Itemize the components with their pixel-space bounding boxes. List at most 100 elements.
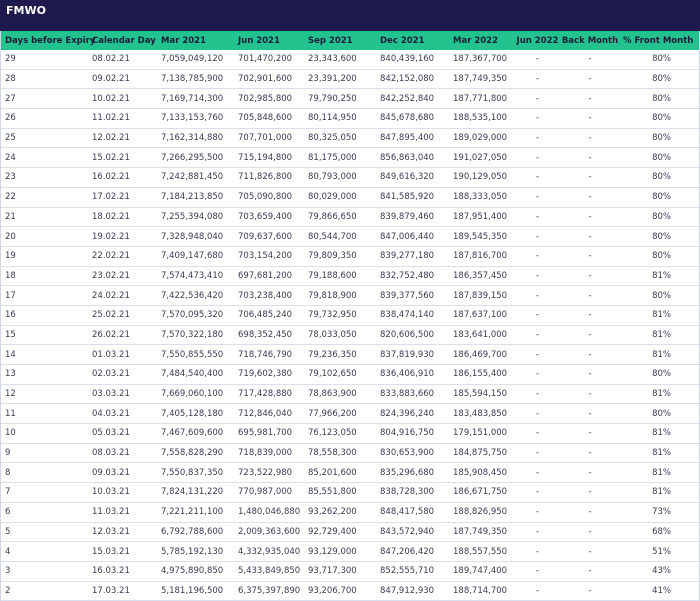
table-cell: 187,637,100 [449, 305, 514, 326]
column-header[interactable]: Jun 2022 [514, 31, 561, 50]
table-cell: - [561, 207, 619, 228]
table-cell: 186,357,450 [449, 266, 514, 287]
table-cell: 12 [1, 384, 88, 405]
table-cell: 12.02.21 [88, 128, 157, 149]
table-cell: 16 [1, 305, 88, 326]
table-cell: - [561, 128, 619, 149]
table-cell: 703,238,400 [234, 285, 304, 306]
table-cell: 11.02.21 [88, 108, 157, 129]
table-cell: 29 [1, 50, 88, 70]
table-cell: - [561, 69, 619, 90]
table-cell: - [561, 541, 619, 562]
table-cell: - [514, 423, 561, 444]
table-cell: 80% [619, 128, 699, 149]
table-cell: 08.02.21 [88, 50, 157, 70]
table-cell: 26.02.21 [88, 325, 157, 346]
table-row: 21 18.02.21 7,255,394,080 703,659,400 79,866… [1, 207, 699, 228]
table-row: 14 01.03.21 7,550,855,550 718,746,790 79,236… [1, 344, 699, 365]
table-cell: 185,594,150 [449, 384, 514, 405]
table-cell: - [561, 305, 619, 326]
table-cell: 847,206,420 [376, 541, 449, 562]
table-cell: 09.02.21 [88, 69, 157, 90]
table-row: 3 16.03.21 4,975,890,850 5,433,849,850 93,71… [1, 561, 699, 582]
column-header[interactable]: Sep 2021 [304, 31, 376, 50]
column-header[interactable]: Dec 2021 [376, 31, 449, 50]
table-row: 15 26.02.21 7,570,322,180 698,352,450 78,033… [1, 325, 699, 346]
table-cell: 7,133,153,760 [157, 108, 234, 129]
table-cell: 7 [1, 482, 88, 503]
table-title: FMWO [0, 0, 700, 31]
table-cell: 04.03.21 [88, 403, 157, 425]
table-cell: 27 [1, 88, 88, 110]
column-header[interactable]: Mar 2022 [449, 31, 514, 50]
table-cell: 718,839,000 [234, 443, 304, 464]
column-header[interactable]: Days before Expiry [1, 31, 95, 50]
table-cell: 81% [619, 462, 699, 484]
table-cell: 701,470,200 [234, 50, 304, 70]
table-cell: 26 [1, 108, 88, 129]
table-cell: 7,138,785,900 [157, 69, 234, 90]
table-cell: 93,129,000 [304, 541, 376, 562]
table-cell: 5 [1, 522, 88, 543]
table-cell: 4 [1, 541, 88, 562]
table-cell: 7,162,314,880 [157, 128, 234, 149]
table-cell: 17.03.21 [88, 581, 157, 601]
table-cell: 93,262,200 [304, 502, 376, 523]
table-cell: 80% [619, 88, 699, 110]
table-cell: 78,863,900 [304, 384, 376, 405]
table-cell: - [561, 403, 619, 425]
column-header[interactable]: % Front Month [619, 31, 699, 50]
table-row: 23 16.02.21 7,242,881,450 711,826,800 80,793… [1, 167, 699, 188]
table-row: 13 02.03.21 7,484,540,400 719,602,380 79,102… [1, 364, 699, 385]
table-row: 25 12.02.21 7,162,314,880 707,701,000 80,325… [1, 128, 699, 149]
table-cell: 186,671,750 [449, 482, 514, 503]
table-cell: 697,681,200 [234, 266, 304, 287]
table-cell: 02.03.21 [88, 364, 157, 385]
table-cell: 14 [1, 344, 88, 365]
table-row: 12 03.03.21 7,669,060,100 717,428,880 78,863… [1, 384, 699, 405]
table-cell: - [561, 462, 619, 484]
table-row: 22 17.02.21 7,184,213,850 705,090,800 80,029… [1, 187, 699, 208]
table-cell: 707,701,000 [234, 128, 304, 149]
table-cell: 7,409,147,680 [157, 246, 234, 267]
table-cell: 2 [1, 581, 88, 601]
table-cell: 80% [619, 108, 699, 129]
table-cell: 7,242,881,450 [157, 167, 234, 188]
table-cell: 23,343,600 [304, 50, 376, 70]
column-header[interactable]: Jun 2021 [234, 31, 304, 50]
table-cell: 5,433,849,850 [234, 561, 304, 582]
table-cell: 92,729,400 [304, 522, 376, 543]
table-cell: 847,006,440 [376, 226, 449, 247]
table-cell: 189,747,400 [449, 561, 514, 582]
table-cell: 9 [1, 443, 88, 464]
column-header[interactable]: Mar 2021 [157, 31, 234, 50]
table-cell: 717,428,880 [234, 384, 304, 405]
table-cell: 187,839,150 [449, 285, 514, 306]
table-cell: 7,221,211,100 [157, 502, 234, 523]
table-cell: 80,793,000 [304, 167, 376, 188]
table-cell: 79,809,350 [304, 246, 376, 267]
table-cell: 839,879,460 [376, 207, 449, 228]
table-cell: 706,485,240 [234, 305, 304, 326]
table-cell: 05.03.21 [88, 423, 157, 444]
table-cell: 24 [1, 147, 88, 169]
table-cell: 832,752,480 [376, 266, 449, 287]
table-cell: 843,572,940 [376, 522, 449, 543]
table-cell: 93,717,300 [304, 561, 376, 582]
table-cell: 76,123,050 [304, 423, 376, 444]
column-header[interactable]: Calendar Day [88, 31, 157, 50]
table-cell: 705,848,600 [234, 108, 304, 129]
table-cell: 841,585,920 [376, 187, 449, 208]
table-cell: 43% [619, 561, 699, 582]
table-cell: 836,406,910 [376, 364, 449, 385]
table-cell: 7,169,714,300 [157, 88, 234, 110]
table-cell: 6,792,788,600 [157, 522, 234, 543]
table-cell: 81% [619, 305, 699, 326]
table-cell: 79,188,600 [304, 266, 376, 287]
column-header[interactable]: Back Month [561, 31, 619, 50]
table-cell: 837,819,930 [376, 344, 449, 365]
table-cell: - [561, 423, 619, 444]
table-cell: 80% [619, 364, 699, 385]
table-cell: 7,266,295,500 [157, 147, 234, 169]
table-cell: 19 [1, 246, 88, 267]
